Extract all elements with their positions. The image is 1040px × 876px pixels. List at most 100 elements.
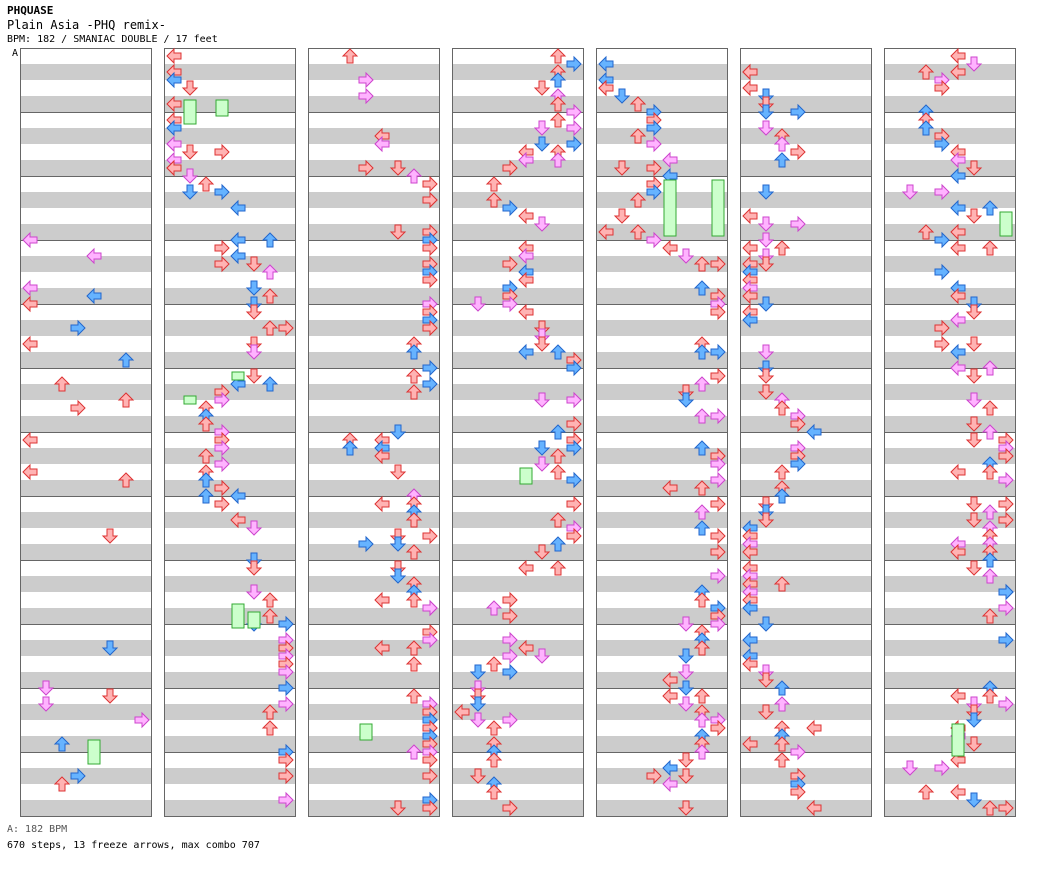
step-arrow [566, 135, 582, 153]
step-arrow [901, 184, 919, 200]
step-arrow [117, 352, 135, 368]
song-artist: PHQUASE [7, 4, 54, 17]
step-arrow [502, 663, 518, 681]
freeze-arrow [999, 211, 1013, 237]
chart-column [20, 48, 152, 817]
step-arrow [502, 607, 518, 625]
step-arrow [742, 207, 758, 225]
step-arrow [710, 471, 726, 489]
step-arrow [22, 279, 38, 297]
step-arrow [166, 159, 182, 177]
step-arrow [965, 736, 983, 752]
step-arrow [422, 271, 438, 289]
step-arrow [214, 479, 230, 497]
step-arrow [261, 320, 279, 336]
step-arrow [646, 135, 662, 153]
step-arrow [261, 592, 279, 608]
freeze-arrow [711, 179, 725, 237]
step-arrow [502, 295, 518, 313]
step-arrow [710, 407, 726, 425]
step-arrow [757, 616, 775, 632]
step-arrow [981, 400, 999, 416]
step-arrow [566, 119, 582, 137]
step-arrow [166, 47, 182, 65]
step-arrow [53, 736, 71, 752]
step-arrow [934, 135, 950, 153]
step-arrow [742, 631, 758, 649]
step-arrow [965, 432, 983, 448]
step-arrow [629, 192, 647, 208]
step-arrow [533, 136, 551, 152]
step-arrow [502, 199, 518, 217]
step-arrow [981, 200, 999, 216]
step-arrow [549, 344, 567, 360]
step-arrow [693, 712, 711, 728]
step-arrow [485, 176, 503, 192]
step-arrow [806, 799, 822, 817]
step-arrow [422, 191, 438, 209]
step-arrow [533, 392, 551, 408]
step-arrow [101, 688, 119, 704]
step-arrow [646, 231, 662, 249]
step-arrow [485, 600, 503, 616]
step-arrow [662, 759, 678, 777]
step-arrow [278, 767, 294, 785]
freeze-arrow [359, 723, 373, 741]
step-arrow [662, 671, 678, 689]
step-arrow [166, 119, 182, 137]
step-arrow [677, 648, 695, 664]
step-arrow [677, 616, 695, 632]
step-arrow [469, 696, 487, 712]
step-arrow [757, 296, 775, 312]
step-arrow [693, 344, 711, 360]
step-arrow [757, 384, 775, 400]
step-arrow [965, 368, 983, 384]
step-arrow [790, 743, 806, 761]
step-arrow [389, 568, 407, 584]
step-arrow [502, 255, 518, 273]
step-arrow [405, 656, 423, 672]
step-arrow [998, 495, 1014, 513]
step-arrow [965, 560, 983, 576]
step-arrow [742, 655, 758, 673]
step-arrow [389, 800, 407, 816]
step-arrow [965, 392, 983, 408]
step-arrow [533, 80, 551, 96]
step-arrow [757, 120, 775, 136]
step-arrow [950, 47, 966, 65]
step-arrow [422, 319, 438, 337]
step-arrow [214, 183, 230, 201]
step-arrow [662, 687, 678, 705]
step-arrow [197, 176, 215, 192]
step-arrow [405, 168, 423, 184]
step-arrow [502, 591, 518, 609]
step-arrow [677, 768, 695, 784]
step-arrow [389, 464, 407, 480]
step-arrow [965, 336, 983, 352]
step-arrow [197, 488, 215, 504]
step-arrow [566, 391, 582, 409]
step-arrow [214, 255, 230, 273]
step-arrow [806, 423, 822, 441]
step-arrow [469, 768, 487, 784]
bpm-marker: A [12, 48, 19, 59]
step-arrow [278, 695, 294, 713]
step-arrow [181, 80, 199, 96]
step-arrow [998, 799, 1014, 817]
step-arrow [950, 151, 966, 169]
step-arrow [998, 447, 1014, 465]
freeze-arrow [215, 99, 229, 117]
step-arrow [166, 135, 182, 153]
song-title: Plain Asia -PHQ remix- [7, 18, 166, 32]
step-arrow [70, 319, 86, 337]
step-arrow [677, 248, 695, 264]
step-arrow [934, 183, 950, 201]
step-arrow [261, 376, 279, 392]
step-arrow [934, 231, 950, 249]
step-arrow [950, 311, 966, 329]
step-arrow [613, 88, 631, 104]
step-arrow [405, 744, 423, 760]
step-arrow [693, 280, 711, 296]
step-arrow [965, 416, 983, 432]
